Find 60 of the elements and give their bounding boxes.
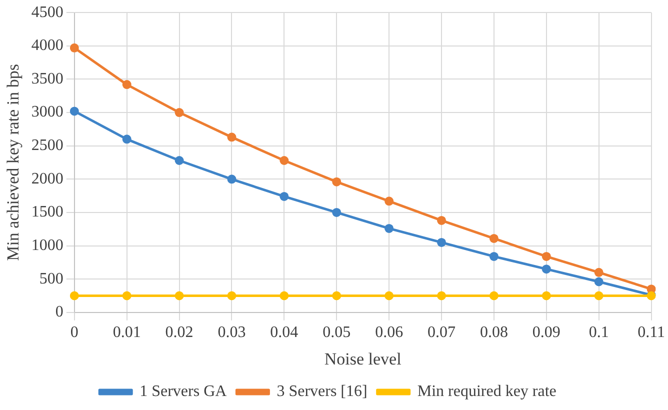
y-tick-label: 3500 <box>31 70 64 88</box>
y-tick-label: 1000 <box>31 236 64 254</box>
point <box>332 208 342 217</box>
x-tick-label: 0.04 <box>270 324 298 342</box>
x-tick-label: 0.09 <box>532 324 560 342</box>
point <box>594 277 604 286</box>
x-tick-label: 0.02 <box>165 324 194 342</box>
point <box>122 291 132 300</box>
y-tick-label: 2000 <box>31 170 64 188</box>
point <box>174 108 184 118</box>
point <box>542 291 551 300</box>
point <box>227 291 236 300</box>
x-tick-label: 0.01 <box>112 324 141 342</box>
x-tick-label: 0.11 <box>638 324 665 342</box>
point <box>384 196 394 206</box>
point <box>70 43 79 52</box>
point <box>594 291 604 300</box>
point <box>384 224 394 233</box>
point <box>332 291 342 300</box>
point <box>489 252 498 261</box>
legend-label: 1 Servers GA <box>140 383 228 400</box>
point <box>542 264 551 274</box>
point <box>280 291 289 300</box>
point <box>542 252 551 261</box>
point <box>174 291 184 300</box>
point <box>280 156 289 165</box>
point <box>437 291 446 300</box>
y-axis-title: Min achieved key rate in bps <box>4 64 23 261</box>
y-tick-label: 0 <box>55 304 64 321</box>
point <box>227 132 236 142</box>
point <box>384 291 394 300</box>
point <box>174 156 184 165</box>
point <box>437 238 446 247</box>
point <box>489 291 498 300</box>
y-tick-label: 1500 <box>31 204 64 221</box>
x-tick-label: 0 <box>70 324 78 342</box>
point <box>122 134 132 144</box>
y-tick-label: 500 <box>39 270 64 288</box>
y-tick-label: 4000 <box>31 37 64 54</box>
point <box>437 216 446 225</box>
y-tick-label: 3000 <box>31 104 64 121</box>
point <box>227 174 236 184</box>
y-tick-label: 4500 <box>31 4 64 21</box>
point <box>489 234 498 243</box>
x-tick-label: 0.1 <box>588 324 609 342</box>
x-axis-title: Noise level <box>324 349 402 368</box>
y-tick-label: 2500 <box>31 137 64 154</box>
x-tick-label: 0.05 <box>322 324 351 342</box>
x-tick-label: 0.03 <box>218 324 246 342</box>
legend-label: 3 Servers [16] <box>276 383 368 400</box>
x-tick-label: 0.06 <box>375 324 404 342</box>
point <box>70 106 79 116</box>
x-tick-label: 0.08 <box>480 324 508 342</box>
point <box>332 177 342 186</box>
point <box>594 268 604 277</box>
point <box>280 192 289 201</box>
legend-label: Min required key rate <box>417 383 556 400</box>
point <box>122 80 132 90</box>
x-tick-label: 0.07 <box>428 324 456 342</box>
point <box>70 291 79 300</box>
